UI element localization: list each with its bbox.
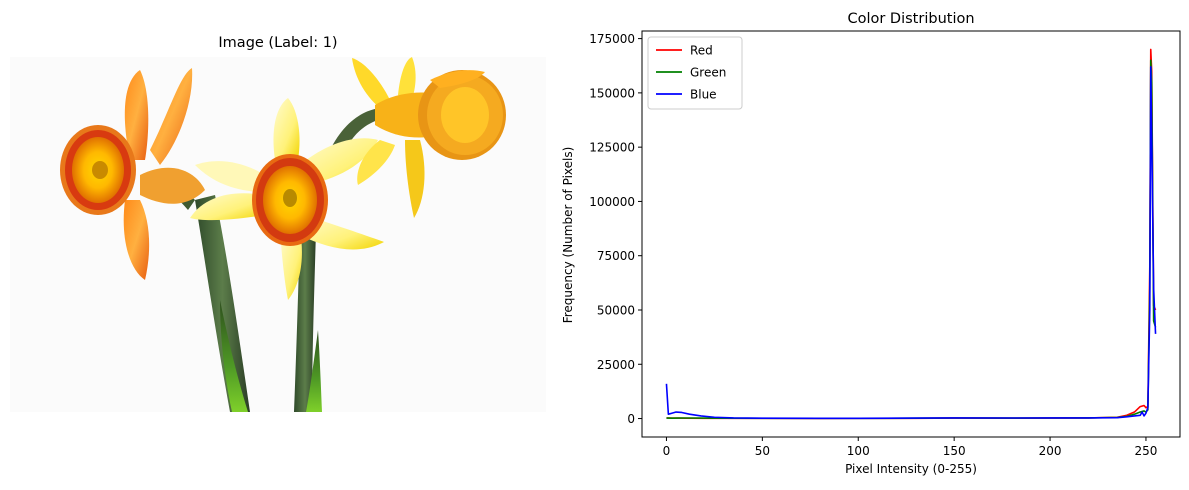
color-distribution-chart: Color Distribution 0 50 100 150 200 250 0 2500… xyxy=(561,11,1181,476)
y-tick-label: 50000 xyxy=(597,303,635,317)
x-axis-label: Pixel Intensity (0-255) xyxy=(845,462,977,476)
x-tick-label: 200 xyxy=(1039,444,1062,458)
y-tick-label: 125000 xyxy=(589,141,635,155)
legend-label-blue: Blue xyxy=(690,88,717,102)
legend-box xyxy=(647,36,743,110)
right-daffodil xyxy=(352,57,506,218)
y-axis-label: Frequency (Number of Pixels) xyxy=(561,147,575,324)
legend-label-green: Green xyxy=(690,66,726,80)
series-line-blue xyxy=(665,66,1157,420)
y-tick-label: 75000 xyxy=(597,249,635,263)
chart-title: Color Distribution xyxy=(847,11,974,27)
plot-lines xyxy=(665,48,1157,420)
y-tick-label: 0 xyxy=(627,412,635,426)
y-tick-label: 175000 xyxy=(589,32,635,46)
legend: Red Green Blue xyxy=(647,36,743,110)
y-axis: 0 25000 50000 75000 100000 125000 150000 175000 xyxy=(589,32,642,426)
left-daffodil xyxy=(60,68,205,280)
daffodil-photo xyxy=(10,57,546,412)
image-panel-title: Image (Label: 1) xyxy=(218,35,337,51)
y-tick-label: 150000 xyxy=(589,86,635,100)
plot-frame xyxy=(641,30,1181,438)
x-tick-label: 250 xyxy=(1135,444,1158,458)
x-tick-label: 0 xyxy=(663,444,671,458)
center-daffodil xyxy=(190,98,384,300)
legend-label-red: Red xyxy=(690,44,713,58)
y-tick-label: 100000 xyxy=(589,195,635,209)
y-tick-label: 25000 xyxy=(597,358,635,372)
x-tick-label: 150 xyxy=(943,444,966,458)
x-axis: 0 50 100 150 200 250 xyxy=(663,437,1158,458)
x-tick-label: 100 xyxy=(847,444,870,458)
x-tick-label: 50 xyxy=(755,444,770,458)
series-line-green xyxy=(666,59,1157,420)
